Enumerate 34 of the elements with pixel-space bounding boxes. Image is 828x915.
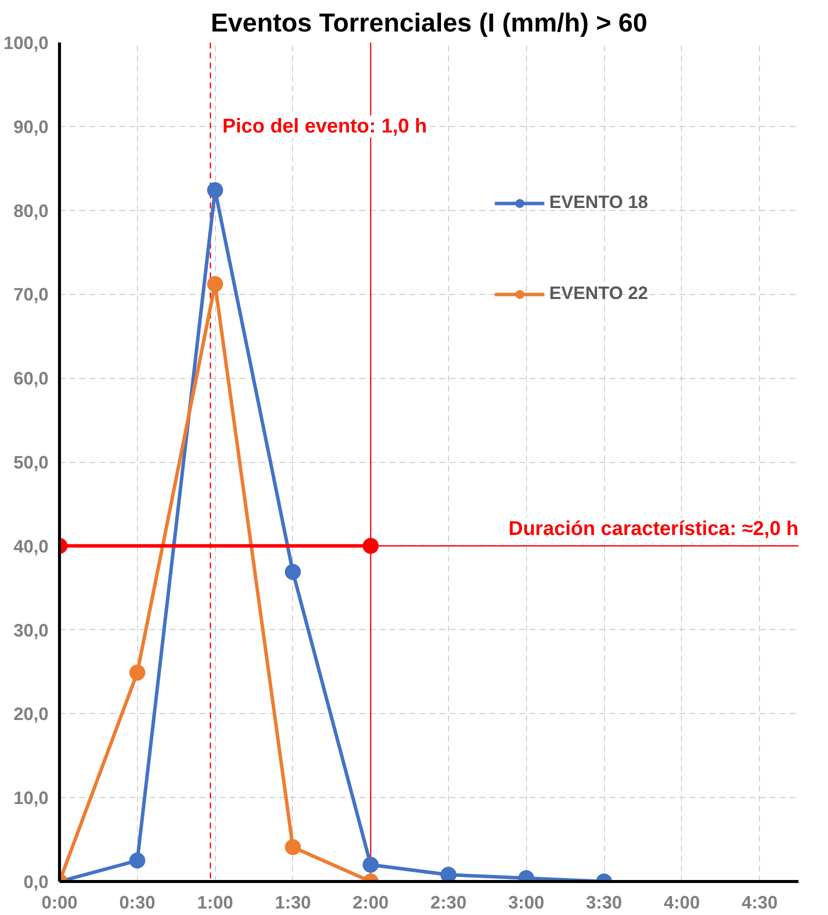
x-tick-label: 4:00: [664, 892, 700, 912]
x-tick-label: 0:00: [41, 892, 78, 912]
y-tick-label: 90,0: [13, 116, 49, 137]
y-tick-label: 80,0: [13, 200, 49, 221]
point: [362, 856, 379, 873]
legend-label: EVENTO 22: [549, 283, 648, 304]
y-tick-label: 70,0: [13, 284, 49, 305]
x-tick-label: 2:30: [430, 892, 466, 912]
ref-line-label: Duración característica: ≈2,0 h: [508, 518, 799, 540]
point: [284, 839, 301, 856]
point: [440, 866, 456, 882]
x-tick-label: 0:30: [119, 892, 156, 912]
x-tick-label: 3:00: [508, 892, 544, 912]
x-tick-label: 3:30: [586, 892, 622, 912]
y-tick-label: 60,0: [13, 368, 49, 389]
legend-label: EVENTO 18: [549, 192, 648, 213]
x-tick-label: 1:00: [197, 892, 234, 912]
point: [207, 182, 224, 198]
y-tick-label: 100,0: [3, 33, 49, 53]
point: [284, 564, 301, 580]
y-tick-label: 10,0: [13, 788, 49, 808]
y-tick-label: 30,0: [13, 620, 49, 640]
y-tick-label: 50,0: [13, 452, 49, 472]
point: [129, 664, 146, 681]
x-tick-label: 4:30: [742, 892, 778, 912]
y-tick-label: 0,0: [23, 872, 49, 892]
point: [207, 276, 224, 292]
y-tick-label: 20,0: [13, 704, 49, 724]
x-tick-label: 2:00: [352, 892, 389, 912]
point: [129, 852, 146, 869]
chart-title: Eventos Torrenciales (I (mm/h) > 60: [210, 8, 648, 38]
x-tick-label: 1:30: [274, 892, 311, 912]
y-tick-label: 40,0: [13, 536, 49, 556]
ref-line-label: Pico del evento: 1,0 h: [222, 116, 427, 138]
